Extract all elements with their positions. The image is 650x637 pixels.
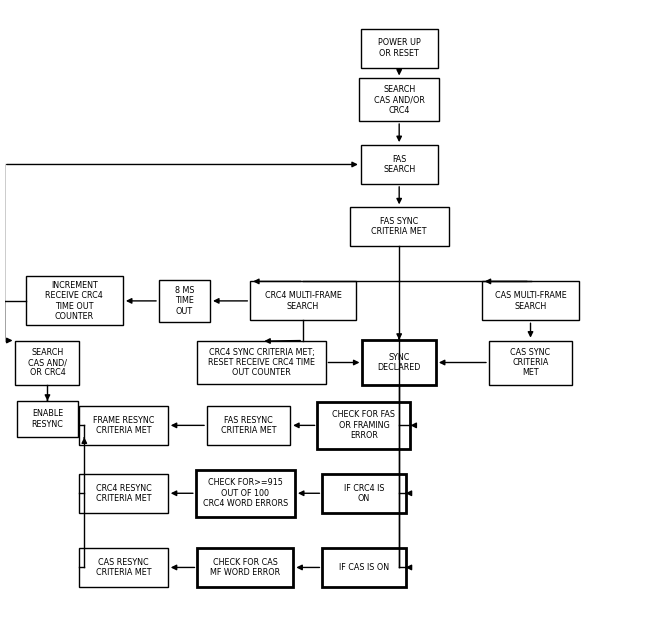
Text: FAS
SEARCH: FAS SEARCH [383,155,415,174]
Text: ENABLE
RESYNC: ENABLE RESYNC [31,410,64,429]
FancyBboxPatch shape [362,340,436,385]
Text: CAS SYNC
CRITERIA
MET: CAS SYNC CRITERIA MET [510,348,551,377]
FancyBboxPatch shape [350,207,449,247]
FancyBboxPatch shape [196,470,295,517]
Text: SEARCH
CAS AND/
OR CRC4: SEARCH CAS AND/ OR CRC4 [28,348,67,377]
Text: FRAME RESYNC
CRITERIA MET: FRAME RESYNC CRITERIA MET [93,416,155,435]
FancyBboxPatch shape [198,341,326,384]
FancyBboxPatch shape [322,548,406,587]
Text: POWER UP
OR RESET: POWER UP OR RESET [378,38,421,58]
Text: FAS RESYNC
CRITERIA MET: FAS RESYNC CRITERIA MET [221,416,276,435]
Text: SYNC
DECLARED: SYNC DECLARED [378,353,421,372]
FancyBboxPatch shape [79,474,168,513]
FancyBboxPatch shape [207,406,291,445]
FancyBboxPatch shape [17,401,78,438]
Text: CAS MULTI-FRAME
SEARCH: CAS MULTI-FRAME SEARCH [495,291,566,311]
FancyBboxPatch shape [79,406,168,445]
FancyBboxPatch shape [489,341,572,385]
FancyBboxPatch shape [79,548,168,587]
Text: 8 MS
TIME
OUT: 8 MS TIME OUT [175,286,194,316]
FancyBboxPatch shape [317,402,410,448]
FancyBboxPatch shape [482,282,579,320]
Text: IF CAS IS ON: IF CAS IS ON [339,563,389,572]
Text: CHECK FOR>=915
OUT OF 100
CRC4 WORD ERRORS: CHECK FOR>=915 OUT OF 100 CRC4 WORD ERRO… [203,478,288,508]
FancyBboxPatch shape [361,29,437,68]
FancyBboxPatch shape [198,548,293,587]
FancyBboxPatch shape [16,341,79,385]
Text: SEARCH
CAS AND/OR
CRC4: SEARCH CAS AND/OR CRC4 [374,85,424,115]
Text: INCREMENT
RECEIVE CRC4
TIME OUT
COUNTER: INCREMENT RECEIVE CRC4 TIME OUT COUNTER [46,281,103,321]
Text: CRC4 SYNC CRITERIA MET;
RESET RECEIVE CRC4 TIME
OUT COUNTER: CRC4 SYNC CRITERIA MET; RESET RECEIVE CR… [208,348,315,377]
Text: CAS RESYNC
CRITERIA MET: CAS RESYNC CRITERIA MET [96,558,151,577]
Text: FAS SYNC
CRITERIA MET: FAS SYNC CRITERIA MET [371,217,427,236]
FancyBboxPatch shape [26,276,123,326]
Text: IF CRC4 IS
ON: IF CRC4 IS ON [344,483,384,503]
FancyBboxPatch shape [361,145,437,184]
FancyBboxPatch shape [159,280,210,322]
FancyBboxPatch shape [322,474,406,513]
FancyBboxPatch shape [359,78,439,121]
Text: CHECK FOR CAS
MF WORD ERROR: CHECK FOR CAS MF WORD ERROR [211,558,281,577]
Text: CHECK FOR FAS
OR FRAMING
ERROR: CHECK FOR FAS OR FRAMING ERROR [332,410,395,440]
Text: CRC4 MULTI-FRAME
SEARCH: CRC4 MULTI-FRAME SEARCH [265,291,341,311]
Text: CRC4 RESYNC
CRITERIA MET: CRC4 RESYNC CRITERIA MET [96,483,151,503]
FancyBboxPatch shape [250,282,356,320]
